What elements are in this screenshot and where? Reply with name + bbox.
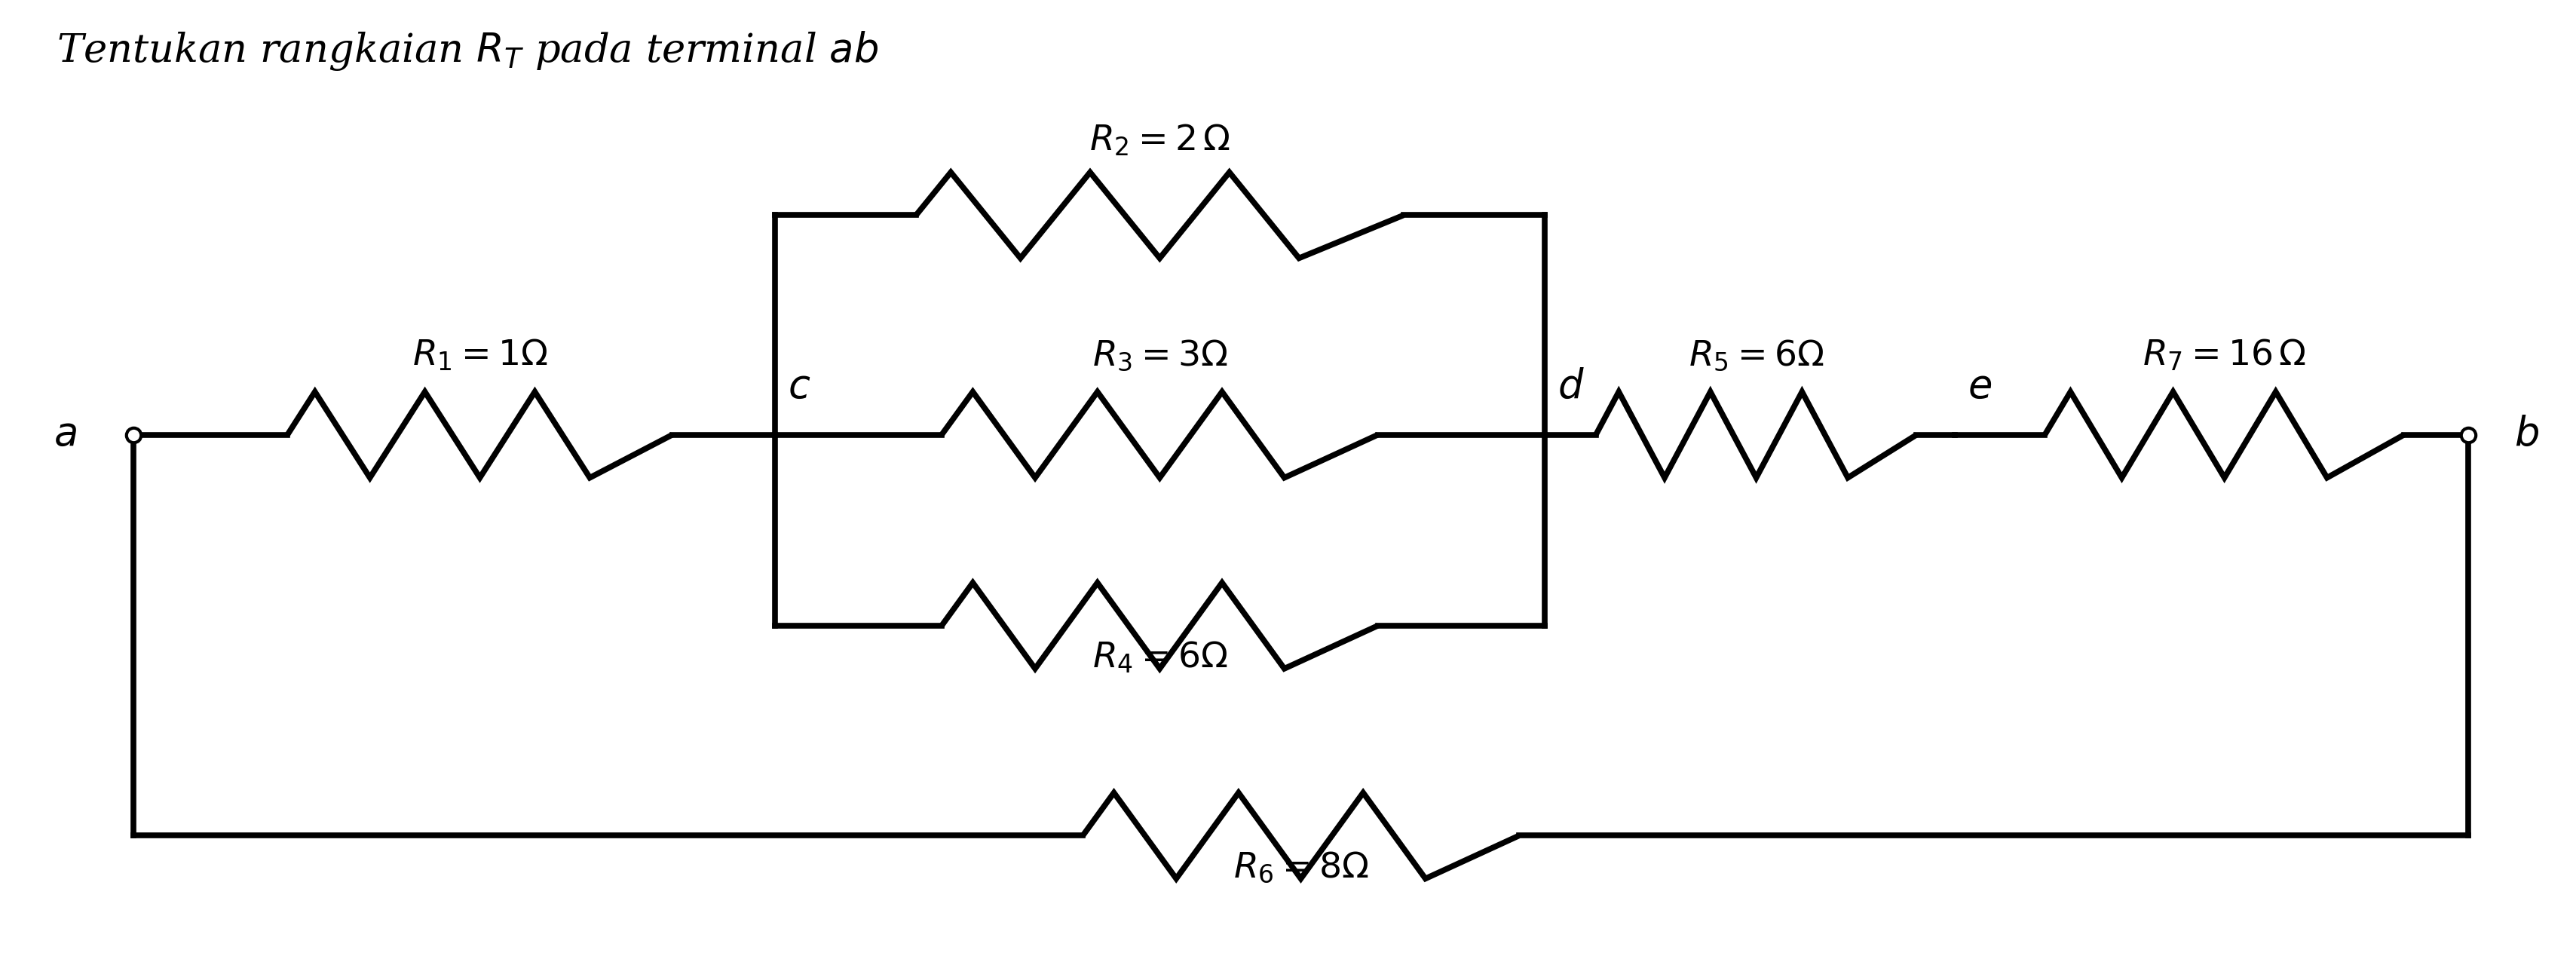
Text: $d$: $d$ (1558, 368, 1584, 406)
Text: $R_2 = 2\,\Omega$: $R_2 = 2\,\Omega$ (1090, 123, 1231, 158)
Text: $R_6 = 8\Omega$: $R_6 = 8\Omega$ (1234, 850, 1368, 885)
Text: $R_1 =1\Omega$: $R_1 =1\Omega$ (412, 338, 549, 372)
Text: $R_3 = 3\Omega$: $R_3 = 3\Omega$ (1092, 338, 1226, 372)
Text: $e$: $e$ (1968, 368, 1991, 406)
Text: $R_7 = 16\,\Omega$: $R_7 = 16\,\Omega$ (2143, 338, 2306, 372)
Text: $R_4 = 6\Omega$: $R_4 = 6\Omega$ (1092, 640, 1226, 676)
Text: $R_5 = 6\Omega$: $R_5 = 6\Omega$ (1690, 338, 1824, 372)
Text: $c$: $c$ (788, 368, 811, 406)
Text: Tentukan rangkaian $R_T$ pada terminal $ab$: Tentukan rangkaian $R_T$ pada terminal $… (57, 29, 878, 72)
Text: $b$: $b$ (2514, 416, 2540, 454)
Text: $a$: $a$ (54, 416, 77, 454)
